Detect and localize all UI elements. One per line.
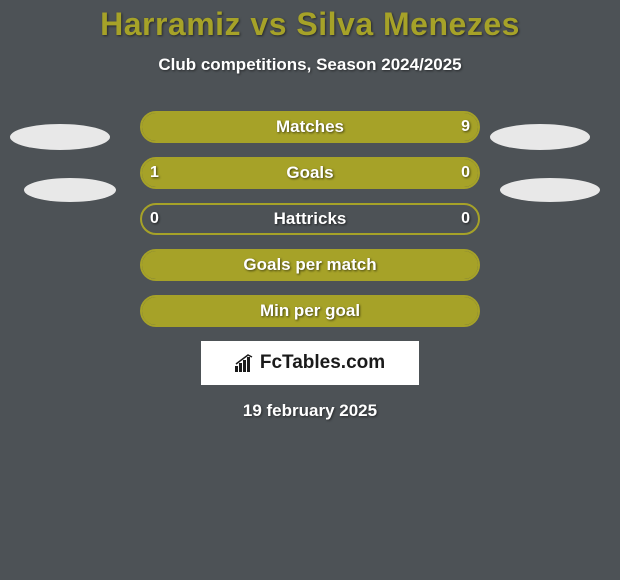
stat-label: Matches (140, 117, 480, 137)
stat-value-right: 0 (461, 210, 470, 228)
stat-label: Hattricks (140, 209, 480, 229)
logo-box: FcTables.com (201, 341, 419, 385)
logo: FcTables.com (235, 352, 385, 374)
stat-label: Min per goal (140, 301, 480, 321)
stat-row: Goals1 0 (140, 157, 480, 189)
decorative-ellipse (500, 178, 600, 202)
stat-label: Goals per match (140, 255, 480, 275)
date-text: 19 february 2025 (0, 401, 620, 421)
decorative-ellipse (490, 124, 590, 150)
stat-row: Min per goal (140, 295, 480, 327)
stat-value-right: 0 (461, 164, 470, 182)
stat-row: Goals per match (140, 249, 480, 281)
subtitle: Club competitions, Season 2024/2025 (0, 55, 620, 75)
stat-value-left: 1 (150, 164, 159, 182)
page-title: Harramiz vs Silva Menezes (0, 6, 620, 43)
stat-row: Hattricks0 0 (140, 203, 480, 235)
stat-value-right: 9 (461, 118, 470, 136)
stat-value-left: 0 (150, 210, 159, 228)
stat-row: Matches9 (140, 111, 480, 143)
bars-chart-icon (235, 354, 257, 372)
decorative-ellipse (24, 178, 116, 202)
stat-label: Goals (140, 163, 480, 183)
decorative-ellipse (10, 124, 110, 150)
comparison-card: Harramiz vs Silva Menezes Club competiti… (0, 0, 620, 421)
logo-text: FcTables.com (260, 352, 385, 374)
